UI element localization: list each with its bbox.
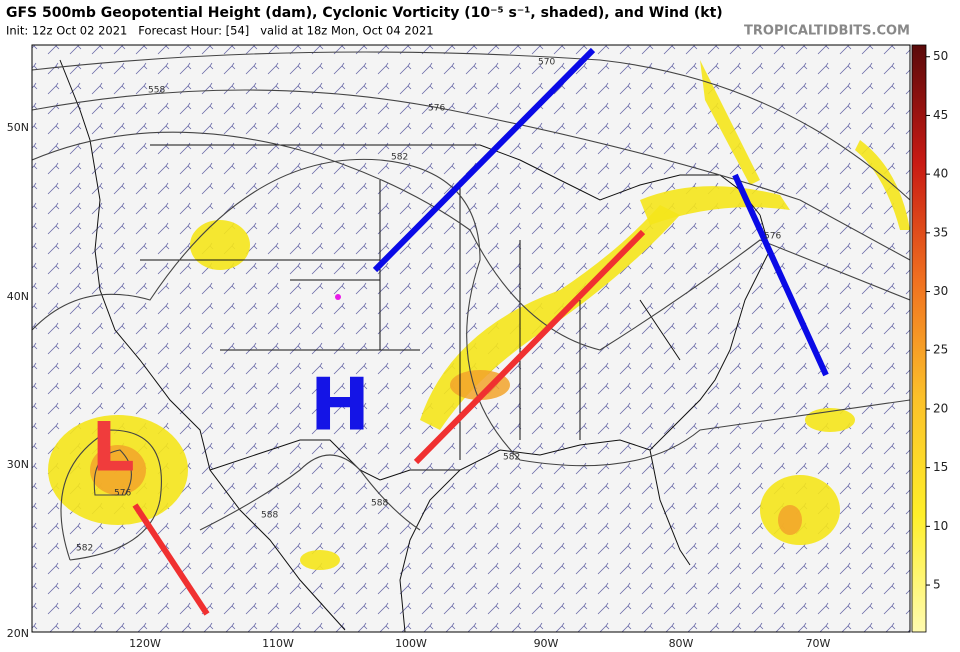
colorbar-tick-label: 15: [933, 460, 948, 474]
contour-label: 582: [391, 153, 408, 163]
lon-label: 120W: [129, 637, 161, 650]
colorbar-tick-label: 20: [933, 401, 948, 415]
contour-label: 576: [428, 104, 445, 114]
colorbar-tick-label: 10: [933, 519, 948, 533]
colorbar-tick-label: 40: [933, 167, 948, 181]
watermark: TROPICALTIDBITS.COM: [744, 24, 910, 39]
colorbar-tick-label: 5: [933, 578, 941, 592]
lat-label: 20N: [7, 627, 29, 640]
lat-labels: 50N 40N 30N 20N: [7, 121, 29, 640]
lat-label: 40N: [7, 290, 29, 303]
contour-label: 582: [76, 544, 93, 554]
map: [32, 45, 910, 632]
lon-label: 70W: [806, 637, 831, 650]
contour-label: 588: [261, 511, 278, 521]
contour-label: 558: [148, 86, 165, 96]
low-marker: L: [91, 409, 134, 488]
colorbar-tick-label: 50: [933, 49, 948, 63]
colorbar-tick-label: 35: [933, 225, 948, 239]
high-marker: H: [310, 363, 370, 447]
contour-label: 582: [503, 453, 520, 463]
lon-labels: 120W 110W 100W 90W 80W 70W: [129, 637, 830, 650]
colorbar: [911, 44, 927, 633]
subtitle: Init: 12z Oct 02 2021 Forecast Hour: [54…: [6, 24, 434, 38]
contour-label: 570: [538, 58, 555, 68]
contour-label: 576: [764, 232, 781, 242]
map-frame: [31, 44, 911, 633]
contour-labels: 558 570 576 582 576 582 588 588 576 582: [76, 58, 781, 554]
lon-label: 90W: [534, 637, 559, 650]
lat-label: 50N: [7, 121, 29, 134]
lat-label: 30N: [7, 458, 29, 471]
title: GFS 500mb Geopotential Height (dam), Cyc…: [6, 5, 723, 21]
lon-label: 100W: [395, 637, 427, 650]
colorbar-tick-label: 25: [933, 343, 948, 357]
lon-label: 80W: [669, 637, 694, 650]
contour-label: 588: [371, 499, 388, 509]
colorbar-tick-label: 45: [933, 108, 948, 122]
contour-label: 576: [114, 489, 131, 499]
colorbar-tick-label: 30: [933, 284, 948, 298]
lon-label: 110W: [262, 637, 294, 650]
